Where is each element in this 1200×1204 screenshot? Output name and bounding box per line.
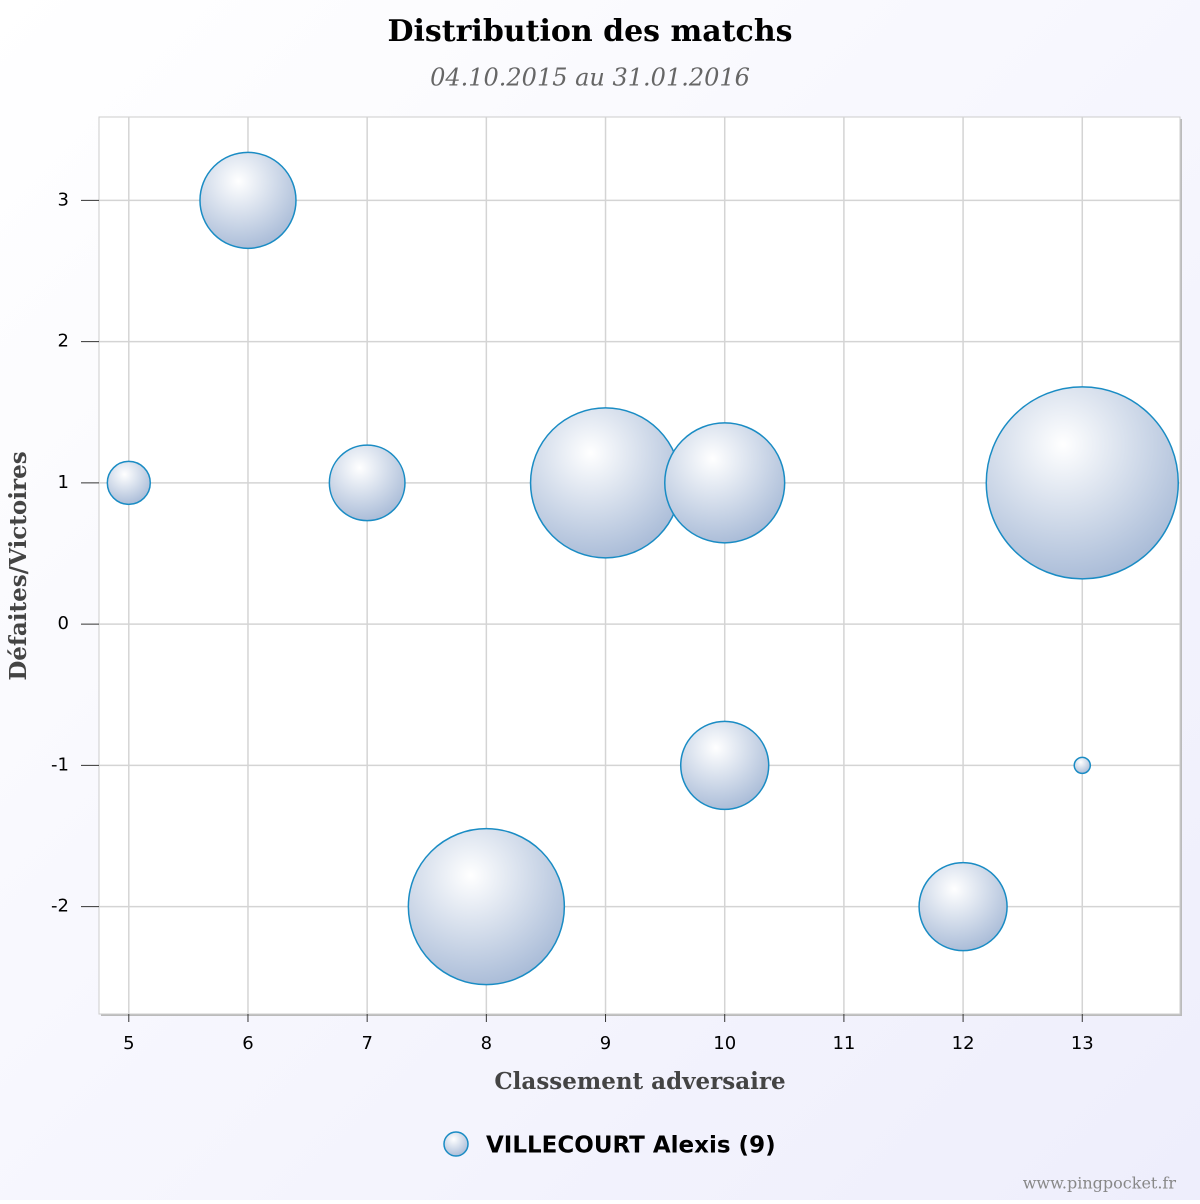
bubble (407, 827, 566, 986)
legend-label: VILLECOURT Alexis (9) (486, 1133, 776, 1159)
x-tick-label: 10 (713, 1033, 736, 1054)
x-tick-label: 6 (242, 1033, 253, 1054)
y-tick-label: 3 (58, 189, 69, 210)
bubble (328, 444, 406, 522)
chart-subtitle: 04.10.2015 au 31.01.2016 (430, 64, 750, 92)
y-tick-label: 0 (58, 613, 69, 634)
y-tick-label: 1 (58, 472, 69, 493)
x-tick-label: 5 (123, 1033, 134, 1054)
x-axis-label: Classement adversaire (494, 1068, 785, 1095)
bubble (106, 460, 152, 506)
bubble (679, 720, 770, 811)
x-tick-label: 11 (832, 1033, 855, 1054)
bubble (199, 151, 297, 250)
x-tick-label: 7 (361, 1033, 372, 1054)
bubble (664, 422, 786, 544)
bubble (918, 861, 1008, 952)
chart-title: Distribution des matchs (387, 14, 792, 49)
y-axis-label: Défaites/Victoires (5, 451, 32, 680)
y-tick-label: -2 (51, 896, 69, 917)
credit: www.pingpocket.fr (1023, 1174, 1177, 1193)
bubble (1073, 756, 1092, 775)
bubble (529, 407, 682, 559)
x-tick-label: 8 (481, 1033, 492, 1054)
y-tick-label: -1 (51, 754, 69, 775)
x-tick-label: 13 (1071, 1033, 1094, 1054)
x-tick-label: 12 (952, 1033, 975, 1054)
legend-marker (443, 1131, 469, 1157)
bubble (985, 386, 1180, 580)
y-tick-label: 2 (58, 331, 69, 352)
x-tick-label: 9 (600, 1033, 611, 1054)
plot-area (98, 116, 1181, 1015)
